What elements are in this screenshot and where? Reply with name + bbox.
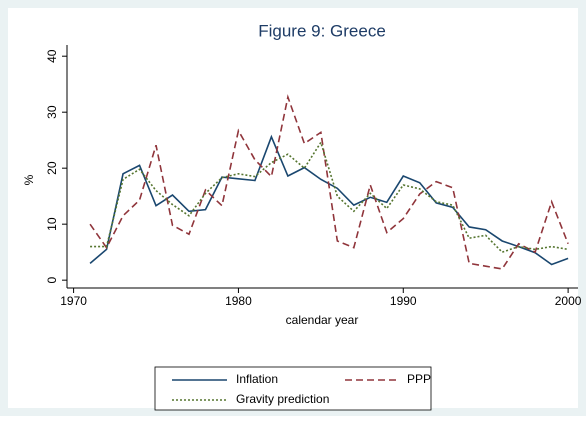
x-tick-label: 1990	[390, 294, 417, 308]
legend-box	[154, 366, 432, 411]
y-tick-label: 30	[45, 105, 59, 119]
legend-label: Inflation	[236, 372, 278, 386]
plot-background	[8, 8, 578, 408]
x-tick-label: 1970	[60, 294, 87, 308]
y-tick-label: 0	[45, 277, 59, 284]
legend-label: Gravity prediction	[236, 392, 329, 406]
chart-title: Figure 9: Greece	[258, 21, 386, 40]
series-line	[90, 140, 569, 254]
series-line	[89, 94, 569, 270]
legend-label: PPP	[407, 372, 431, 386]
y-tick-label: 10	[45, 217, 59, 231]
y-tick-label: 20	[45, 161, 59, 175]
x-axis-label: calendar year	[286, 313, 359, 327]
x-tick-label: 2000	[555, 294, 582, 308]
x-tick-label: 1980	[225, 294, 252, 308]
y-tick-label: 40	[45, 49, 59, 63]
y-axis-label: %	[22, 174, 36, 185]
